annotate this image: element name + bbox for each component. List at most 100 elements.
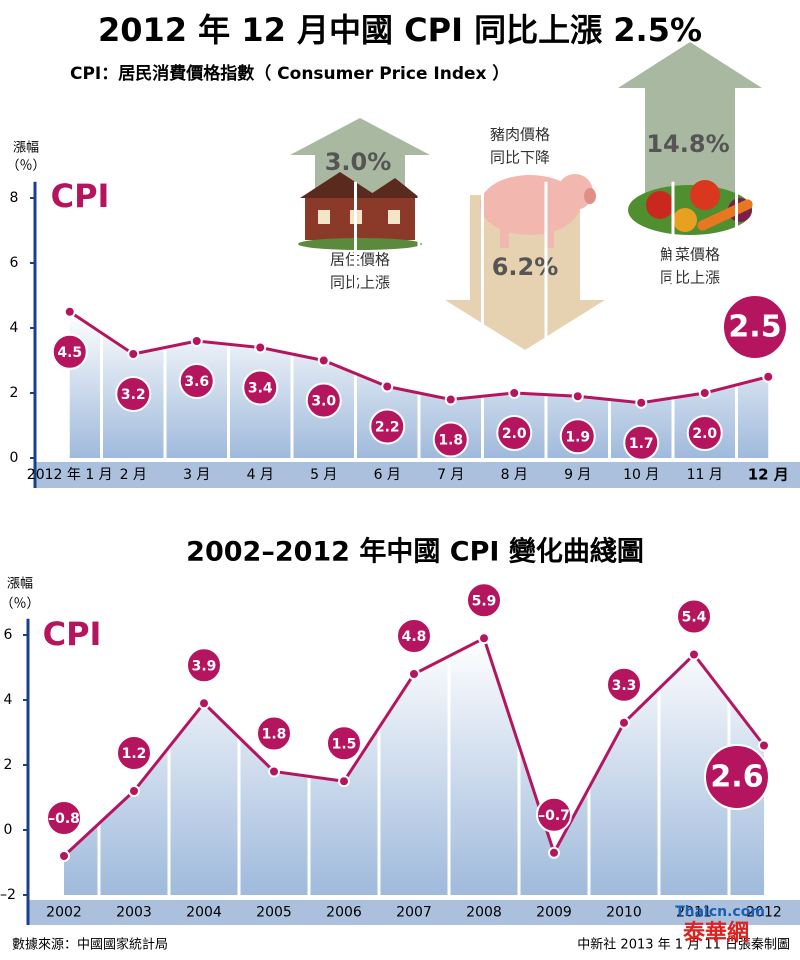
value-label: –0.7 <box>538 808 570 824</box>
x-tick-label: 4 月 <box>247 467 274 483</box>
value-bubble <box>305 382 342 419</box>
data-point <box>268 765 280 778</box>
house-icon <box>298 172 422 250</box>
x-tick-label: 2010 <box>606 905 642 921</box>
data-point <box>635 396 648 409</box>
value-label: 3.0 <box>311 394 336 410</box>
value-label: 2.0 <box>502 426 527 442</box>
data-point <box>408 668 420 680</box>
data-point <box>63 305 76 318</box>
area-fill <box>69 311 769 458</box>
y-axis-label: （％） <box>6 159 45 174</box>
x-tick-label: 2008 <box>466 905 502 921</box>
data-point <box>698 387 711 399</box>
x-tick-label: 11 月 <box>687 467 723 483</box>
pig-icon <box>480 174 596 248</box>
x-axis-band <box>28 900 800 925</box>
source: 數據來源：中國國家統計局 <box>12 937 168 953</box>
value-label: 1.2 <box>122 746 147 762</box>
value-bubble <box>676 598 712 635</box>
value-label: 1.9 <box>565 429 590 445</box>
series-label: CPI <box>43 615 102 653</box>
data-point <box>618 716 630 729</box>
x-tick-label: 2012 年 1 月 <box>27 467 113 483</box>
value-bubble <box>115 376 152 412</box>
value-label: 5.9 <box>472 593 497 609</box>
value-label: 2.6 <box>710 760 763 795</box>
value-bubble <box>116 735 152 771</box>
data-point <box>548 846 560 859</box>
value-bubble <box>326 725 362 762</box>
data-point <box>508 387 521 399</box>
value-bubble <box>623 424 660 461</box>
value-label: 1.5 <box>332 736 357 752</box>
value-bubble <box>256 715 292 752</box>
x-tick-label: 10 月 <box>623 467 659 483</box>
value-bubble <box>686 415 723 451</box>
value-label: 3.4 <box>248 381 273 397</box>
x-tick-label: 2003 <box>116 905 152 921</box>
value-bubble <box>369 408 406 445</box>
data-point <box>758 739 770 752</box>
value-bubble <box>722 294 788 360</box>
value-label: 3.6 <box>184 374 209 390</box>
y-tick-label: 4 <box>4 692 13 708</box>
x-tick-label: 2002 <box>46 905 82 921</box>
x-tick-label: 3 月 <box>183 467 210 483</box>
data-point <box>128 785 140 797</box>
y-tick-label: –2 <box>0 887 16 903</box>
value-bubble <box>51 333 88 370</box>
y-tick-label: 2 <box>4 757 13 773</box>
value-bubble <box>186 647 222 684</box>
credit: 中新社 2013 年 1 月 11 日張秦制圖 <box>577 937 790 953</box>
annotation-label: 同比上漲 <box>660 269 720 287</box>
data-point <box>381 380 394 393</box>
y-tick-label: 2 <box>10 385 19 401</box>
data-point <box>478 632 490 645</box>
x-tick-label: 2005 <box>256 905 292 921</box>
annotation-value: 6.2% <box>492 253 559 281</box>
value-label: 3.9 <box>192 658 217 674</box>
x-axis-band <box>35 462 800 488</box>
value-label: 3.2 <box>121 387 146 403</box>
x-tick-label: 12 月 <box>748 466 789 484</box>
value-bubble <box>178 363 215 399</box>
value-label: –0.8 <box>48 811 80 827</box>
x-tick-label: 6 月 <box>374 467 401 483</box>
value-bubble <box>432 421 469 458</box>
value-label: 1.8 <box>262 727 287 743</box>
value-bubble <box>496 415 533 451</box>
annotation-label: 同比下降 <box>490 149 550 167</box>
chart-title: 2002–2012 年中國 CPI 變化曲綫圖 <box>186 536 644 568</box>
value-label: 4.5 <box>57 345 82 361</box>
annotation-label: 同比上漲 <box>330 274 390 292</box>
vegetable-icon <box>628 180 753 235</box>
value-bubble <box>536 796 572 833</box>
value-label: 1.7 <box>629 436 654 452</box>
value-label: 5.4 <box>682 610 707 626</box>
y-tick-label: 6 <box>4 627 13 643</box>
watermark: 泰華網 <box>682 920 749 946</box>
annotation-label: 鮮菜價格 <box>660 246 720 264</box>
data-point <box>444 393 457 406</box>
data-point <box>762 370 775 383</box>
value-bubble <box>242 369 279 406</box>
x-tick-label: 8 月 <box>501 467 528 483</box>
y-tick-label: 4 <box>10 320 19 336</box>
x-tick-label: 9 月 <box>564 467 591 483</box>
y-axis-label: （％） <box>0 597 39 612</box>
y-axis-label: 漲幅 <box>7 577 33 592</box>
y-tick-label: 8 <box>10 190 19 206</box>
annotation-value: 3.0% <box>325 148 392 176</box>
value-label: 3.3 <box>612 678 637 694</box>
value-bubble <box>559 418 596 455</box>
y-tick-label: 6 <box>10 255 19 271</box>
value-bubble <box>466 582 502 619</box>
data-point <box>688 648 700 661</box>
x-tick-label: 2004 <box>186 905 222 921</box>
value-bubble <box>46 800 82 836</box>
value-label: 1.8 <box>438 433 463 449</box>
y-tick-label: 0 <box>4 822 13 838</box>
data-point <box>254 341 267 354</box>
